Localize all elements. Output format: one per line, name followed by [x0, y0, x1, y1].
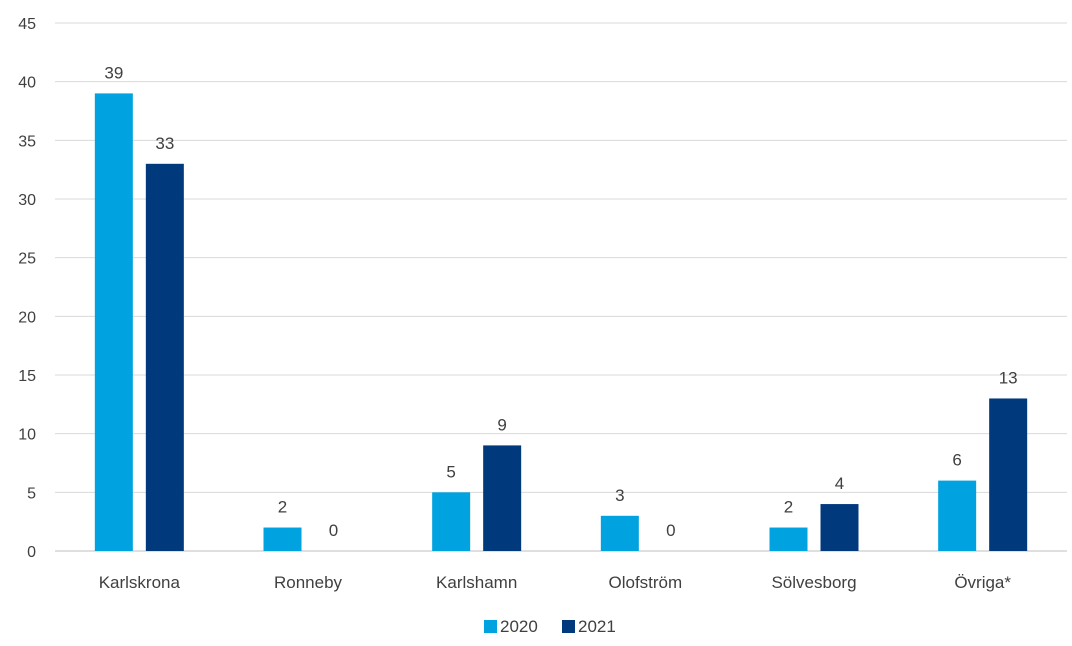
x-category-label: Olofström — [608, 573, 682, 592]
bar-2020-4 — [769, 527, 808, 551]
legend-swatch-2021 — [562, 620, 575, 633]
bar-2020-0 — [94, 93, 133, 552]
y-axis-ticks: 0 5 10 15 20 25 30 35 40 45 — [18, 16, 36, 561]
x-axis-categories: Karlskrona Ronneby Karlshamn Olofström Sölve… — [99, 573, 1012, 592]
legend: 2020 2021 — [484, 617, 616, 636]
data-label: 3 — [615, 486, 624, 505]
y-tick-label: 35 — [18, 133, 36, 150]
bar-2020-2 — [432, 492, 471, 551]
bar-2020-1 — [263, 527, 302, 551]
bar-2021-4 — [820, 504, 859, 551]
x-category-label: Sölvesborg — [771, 573, 856, 592]
data-label: 4 — [835, 474, 844, 493]
y-tick-label: 45 — [18, 16, 36, 33]
y-tick-label: 5 — [27, 485, 36, 502]
y-tick-label: 10 — [18, 427, 36, 444]
bar-2021-5 — [989, 398, 1028, 551]
legend-label: 2021 — [578, 617, 616, 636]
x-category-label: Karlskrona — [99, 573, 181, 592]
x-category-label: Ronneby — [274, 573, 343, 592]
bar-2020-3 — [600, 515, 639, 551]
data-labels: 39 33 2 0 5 9 3 0 2 4 6 13 — [104, 63, 1017, 540]
bar-2021-0 — [145, 163, 184, 552]
legend-label: 2020 — [500, 617, 538, 636]
bar-2021-2 — [483, 445, 522, 551]
data-label: 6 — [952, 451, 961, 470]
data-label: 2 — [278, 498, 287, 517]
gridlines — [55, 22, 1067, 552]
y-tick-label: 30 — [18, 192, 36, 209]
y-tick-label: 25 — [18, 251, 36, 268]
bar-2020-5 — [938, 480, 977, 551]
data-label: 33 — [155, 134, 174, 153]
data-label: 39 — [104, 63, 123, 82]
x-category-label: Karlshamn — [436, 573, 517, 592]
y-tick-label: 40 — [18, 75, 36, 92]
data-label: 2 — [784, 498, 793, 517]
x-category-label: Övriga* — [954, 573, 1011, 592]
data-label: 5 — [446, 462, 455, 481]
legend-swatch-2020 — [484, 620, 497, 633]
data-label: 9 — [497, 415, 506, 434]
y-tick-label: 0 — [27, 544, 36, 561]
y-tick-label: 20 — [18, 309, 36, 326]
y-tick-label: 15 — [18, 368, 36, 385]
bars — [94, 93, 1028, 552]
data-label: 0 — [329, 521, 338, 540]
data-label: 13 — [999, 368, 1018, 387]
data-label: 0 — [666, 521, 675, 540]
